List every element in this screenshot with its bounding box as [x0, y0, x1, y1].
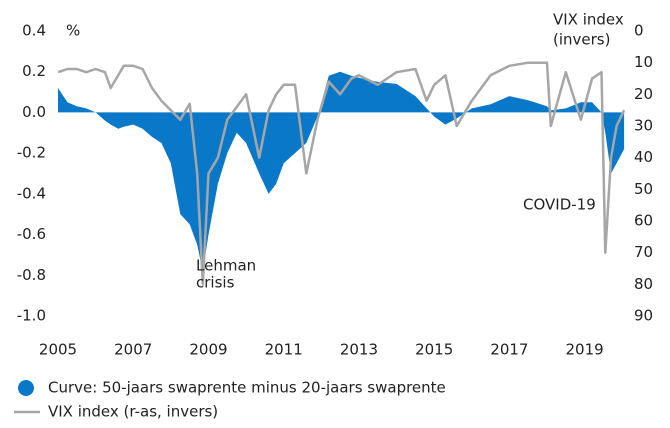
- y2-tick-label: 50: [634, 180, 653, 198]
- y2-tick-label: 20: [634, 85, 653, 103]
- x-tick-label: 2013: [340, 341, 378, 359]
- y-axis-unit: %: [66, 22, 80, 40]
- y2-tick-label: 10: [634, 53, 653, 71]
- y2-tick-label: 70: [634, 243, 653, 261]
- y-tick-label: -0.4: [17, 184, 46, 202]
- y2-tick-label: 60: [634, 212, 653, 230]
- x-tick-label: 2015: [415, 341, 453, 359]
- x-tick-label: 2017: [490, 341, 528, 359]
- x-tick-label: 2011: [265, 341, 303, 359]
- annotation: COVID-19: [523, 196, 596, 214]
- legend-swatch: [18, 380, 34, 396]
- y2-tick-label: 40: [634, 148, 653, 166]
- y2-tick-label: 0: [634, 22, 644, 40]
- x-tick-label: 2005: [39, 341, 77, 359]
- y-tick-label: -0.8: [17, 266, 46, 284]
- y2-tick-label: 90: [634, 307, 653, 325]
- x-tick-label: 2009: [189, 341, 227, 359]
- x-tick-label: 2007: [114, 341, 152, 359]
- x-tick-label: 2019: [566, 341, 604, 359]
- y2-axis-label: VIX index: [553, 11, 624, 29]
- y2-axis-label: (invers): [553, 31, 610, 49]
- curve-area: [58, 71, 625, 272]
- annotation: Lehman: [196, 257, 256, 275]
- y-tick-label: -1.0: [17, 307, 46, 325]
- vix-line: [57, 61, 626, 286]
- y-tick-label: -0.2: [17, 144, 46, 162]
- y-tick-label: 0.2: [22, 62, 46, 80]
- y2-tick-label: 30: [634, 117, 653, 135]
- legend-label: Curve: 50-jaars swaprente minus 20-jaars…: [48, 379, 446, 397]
- annotation: crisis: [196, 274, 235, 292]
- legend-label: VIX index (r-as, invers): [48, 403, 218, 421]
- y2-tick-label: 80: [634, 275, 653, 293]
- y-tick-label: -0.6: [17, 225, 46, 243]
- y-tick-label: 0.0: [22, 103, 46, 121]
- y-tick-label: 0.4: [22, 22, 46, 40]
